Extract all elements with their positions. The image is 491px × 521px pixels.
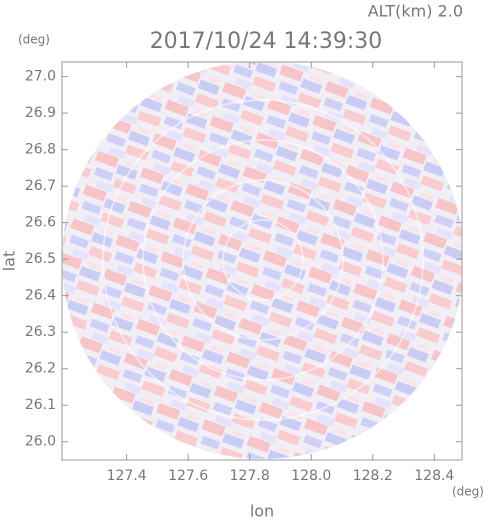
x-tick-label: 128.4 xyxy=(414,468,454,484)
range-rings xyxy=(102,99,424,421)
y-tick-label: 26.6 xyxy=(25,215,56,231)
y-tick-label: 27.0 xyxy=(25,69,56,85)
y-tick-label: 26.4 xyxy=(25,288,56,304)
y-tick-label: 26.0 xyxy=(25,434,56,450)
x-tick-label: 127.8 xyxy=(230,468,270,484)
chart-title: 2017/10/24 14:39:30 xyxy=(150,29,383,54)
y-tick-label: 26.3 xyxy=(25,324,56,340)
y-tick-label: 26.9 xyxy=(25,105,56,121)
x-tick-label: 127.6 xyxy=(168,468,208,484)
y-tick-label: 26.5 xyxy=(25,251,56,267)
plot-frame xyxy=(61,61,463,461)
y-tick-label: 26.7 xyxy=(25,178,56,194)
echo-field xyxy=(62,62,462,459)
y-tick-label: 26.8 xyxy=(25,142,56,158)
y-axis-label: lat xyxy=(0,251,19,272)
y-tick-label: 26.2 xyxy=(25,361,56,377)
x-tick-label: 128.0 xyxy=(291,468,331,484)
altitude-header: ALT(km) 2.0 xyxy=(368,2,463,21)
x-tick-label: 128.2 xyxy=(353,468,393,484)
y-tick-label: 26.1 xyxy=(25,397,56,413)
echo-area xyxy=(62,62,462,459)
x-tick-label: 127.4 xyxy=(107,468,147,484)
x-unit: (deg) xyxy=(452,485,484,499)
x-axis-label: lon xyxy=(250,502,274,521)
y-unit: (deg) xyxy=(18,33,50,47)
